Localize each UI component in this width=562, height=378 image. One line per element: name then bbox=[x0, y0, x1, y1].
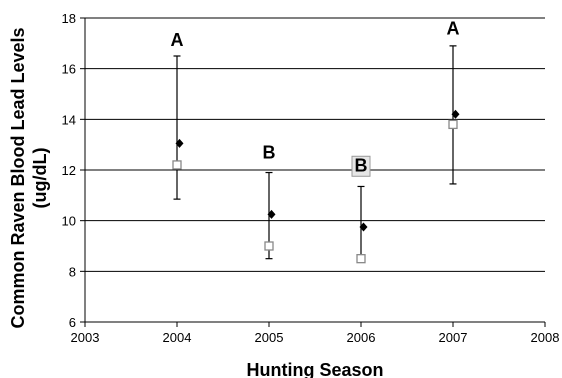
y-tick-label: 18 bbox=[62, 11, 76, 26]
y-axis-title: Common Raven Blood Lead Levels (ug/dL) bbox=[8, 27, 50, 328]
x-tick-label: 2008 bbox=[531, 330, 560, 345]
filled-diamond-marker bbox=[359, 222, 368, 232]
group-letter: B bbox=[263, 143, 276, 163]
axes bbox=[80, 17, 546, 327]
y-tick-label: 6 bbox=[69, 315, 76, 330]
x-tick-label: 2004 bbox=[163, 330, 192, 345]
y-axis-title-line: Common Raven Blood Lead Levels bbox=[8, 27, 28, 328]
y-tick-label: 12 bbox=[62, 163, 76, 178]
x-tick-label: 2003 bbox=[71, 330, 100, 345]
x-tick-labels: 2003 2004 2005 2006 2007 2008 bbox=[71, 330, 560, 345]
filled-diamond-marker bbox=[175, 138, 184, 148]
group-letters: A B B A bbox=[171, 18, 460, 177]
x-tick-label: 2007 bbox=[439, 330, 468, 345]
open-square-marker bbox=[264, 241, 274, 251]
y-tick-label: 8 bbox=[69, 264, 76, 279]
y-axis-title-line: (ug/dL) bbox=[30, 148, 50, 209]
open-square-marker bbox=[172, 160, 182, 170]
y-tick-label: 14 bbox=[62, 112, 76, 127]
group-letter: A bbox=[171, 30, 184, 50]
letter-box bbox=[351, 155, 371, 177]
group-letter: B bbox=[355, 155, 368, 175]
group-letter: A bbox=[447, 18, 460, 38]
x-tick-label: 2006 bbox=[347, 330, 376, 345]
x-axis-title: Hunting Season bbox=[246, 360, 383, 378]
open-square-marker bbox=[356, 254, 366, 264]
gridlines bbox=[85, 17, 545, 272]
data-markers bbox=[172, 109, 460, 264]
filled-diamond-marker bbox=[451, 109, 460, 119]
y-tick-labels: 6 8 10 12 14 16 18 bbox=[62, 11, 76, 330]
filled-diamond-marker bbox=[267, 209, 276, 219]
x-tick-label: 2005 bbox=[255, 330, 284, 345]
y-tick-label: 10 bbox=[62, 214, 76, 229]
y-tick-label: 16 bbox=[62, 62, 76, 77]
error-bars bbox=[173, 45, 457, 260]
open-square-marker bbox=[448, 119, 458, 130]
